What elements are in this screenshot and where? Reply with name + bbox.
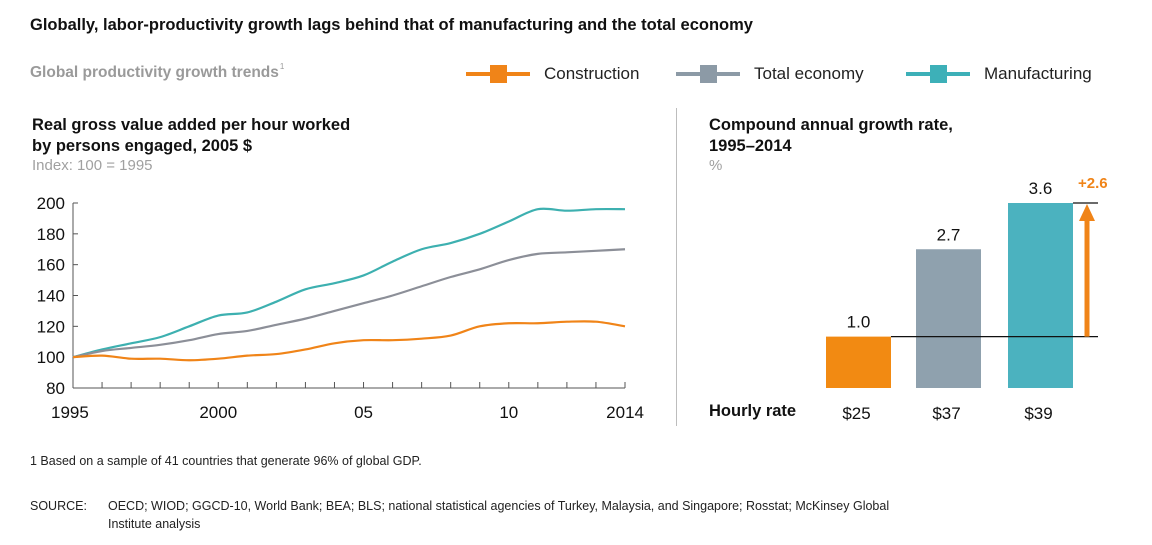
legend-item-construction: Construction bbox=[466, 62, 639, 86]
source-note: SOURCE: OECD; WIOD; GGCD-10, World Bank; … bbox=[30, 497, 889, 533]
right-panel-title-line2: 1995–2014 bbox=[709, 137, 792, 155]
hourly-rate-value: $37 bbox=[932, 404, 960, 423]
headline: Globally, labor-productivity growth lags… bbox=[30, 16, 753, 34]
y-tick-label: 200 bbox=[37, 194, 65, 213]
subhead: Global productivity growth trends1 bbox=[30, 62, 285, 82]
y-tick-label: 180 bbox=[37, 225, 65, 244]
line-chart: 80 100 120 140 160 180 200 1995 2000 05 10 2014 bbox=[37, 194, 644, 422]
footnote: 1 Based on a sample of 41 countries that… bbox=[30, 454, 422, 468]
y-tick-label: 160 bbox=[37, 256, 65, 275]
legend-item-total-economy: Total economy bbox=[676, 62, 864, 86]
bar-total-economy bbox=[916, 249, 981, 388]
series-line-construction bbox=[72, 320, 626, 362]
panel-divider bbox=[676, 108, 677, 426]
hourly-rate-value: $25 bbox=[842, 404, 870, 423]
bar-manufacturing bbox=[1008, 203, 1073, 388]
subhead-text: Global productivity growth trends bbox=[30, 64, 279, 81]
legend-swatch-construction-icon bbox=[466, 64, 530, 84]
source-line2: Institute analysis bbox=[108, 517, 201, 531]
x-tick-label: 1995 bbox=[51, 403, 89, 422]
source-label: SOURCE: bbox=[30, 499, 87, 513]
y-tick-label: 140 bbox=[37, 287, 65, 306]
legend-label-construction: Construction bbox=[544, 64, 640, 83]
bar-chart: 1.0 $25 2.7 $37 3.6 $39 +2.6 bbox=[826, 175, 1108, 423]
bar-value-label: 1.0 bbox=[847, 313, 871, 332]
x-tick-label: 2014 bbox=[606, 403, 644, 422]
legend-swatch-total-economy-icon bbox=[676, 64, 740, 84]
y-tick-label: 100 bbox=[37, 348, 65, 367]
right-panel-subtitle: % bbox=[709, 157, 723, 174]
right-panel-title-line1: Compound annual growth rate, bbox=[709, 116, 953, 134]
footnote-marker: 1 bbox=[279, 62, 285, 71]
gap-annotation-label: +2.6 bbox=[1078, 175, 1108, 192]
x-tick-label: 2000 bbox=[199, 403, 237, 422]
left-panel-header: Real gross value added per hour worked b… bbox=[32, 115, 350, 175]
gap-arrow-head-icon bbox=[1079, 204, 1095, 221]
bar-value-label: 2.7 bbox=[937, 225, 961, 244]
right-panel-header: Compound annual growth rate, 1995–2014 % bbox=[709, 115, 953, 175]
left-panel-subtitle: Index: 100 = 1995 bbox=[32, 157, 153, 174]
bar-construction bbox=[826, 336, 891, 388]
x-tick-label: 10 bbox=[499, 403, 518, 422]
legend-swatch-manufacturing-icon bbox=[906, 64, 970, 84]
series-line-total-economy bbox=[72, 248, 626, 359]
source-line1: OECD; WIOD; GGCD-10, World Bank; BEA; BL… bbox=[108, 499, 890, 513]
y-tick-label: 80 bbox=[46, 379, 65, 398]
hourly-rate-label: Hourly rate bbox=[709, 402, 797, 420]
left-panel-title-line2: by persons engaged, 2005 $ bbox=[32, 137, 253, 155]
bar-value-label: 3.6 bbox=[1029, 179, 1053, 198]
hourly-rate-value: $39 bbox=[1024, 404, 1052, 423]
legend-label-total-economy: Total economy bbox=[754, 64, 864, 83]
series-line-manufacturing bbox=[72, 207, 626, 359]
y-tick-label: 120 bbox=[37, 317, 65, 336]
legend-label-manufacturing: Manufacturing bbox=[984, 64, 1092, 83]
x-tick-label: 05 bbox=[354, 403, 373, 422]
legend-item-manufacturing: Manufacturing bbox=[906, 62, 1092, 86]
left-panel-title-line1: Real gross value added per hour worked bbox=[32, 116, 351, 134]
